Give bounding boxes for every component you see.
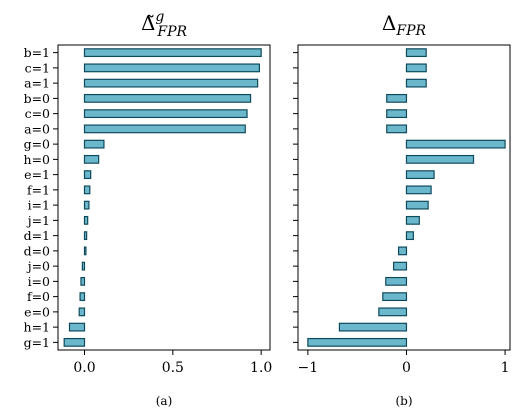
category-label: c=0	[25, 106, 50, 121]
bar-g=0	[405, 139, 506, 149]
bar-g=1	[307, 337, 408, 347]
bar-c=1	[83, 63, 260, 73]
category-label: e=1	[24, 167, 50, 182]
x-tick-label: 0	[402, 360, 411, 376]
category-label: i=0	[28, 274, 50, 289]
category-label: c=1	[25, 60, 50, 75]
x-tick-label: 0.5	[162, 360, 184, 376]
x-tick-label: 0.0	[73, 360, 95, 376]
bar-j=1	[83, 215, 89, 225]
category-label: b=1	[24, 45, 50, 60]
bar-f=0	[79, 292, 86, 302]
category-label: e=0	[24, 304, 50, 319]
plot-frame	[297, 44, 511, 351]
category-label: j=0	[26, 259, 50, 274]
bar-g=0	[83, 139, 105, 149]
bar-b=1	[83, 48, 262, 58]
x-tick-label: −1	[298, 360, 319, 376]
category-label: j=1	[26, 213, 50, 228]
bar-h=0	[83, 154, 100, 164]
bar-a=0	[83, 124, 246, 134]
bar-i=0	[80, 276, 86, 286]
plot-frame	[57, 44, 271, 351]
bar-d=0	[397, 246, 408, 256]
x-tick-label: 1	[501, 360, 510, 376]
category-label: h=1	[24, 320, 50, 335]
category-label: f=0	[27, 289, 50, 304]
bar-c=0	[386, 109, 408, 119]
bar-g=1	[63, 337, 86, 347]
bar-d=1	[83, 231, 88, 241]
panel-title: ΔFPR	[382, 11, 427, 39]
bar-h=0	[405, 154, 475, 164]
bar-f=1	[405, 185, 432, 195]
category-label: g=0	[24, 137, 50, 152]
bar-i=1	[83, 200, 90, 210]
bar-c=1	[405, 63, 427, 73]
bar-d=1	[405, 231, 414, 241]
bar-a=1	[405, 78, 427, 88]
bar-h=1	[338, 322, 408, 332]
category-label: g=1	[24, 335, 50, 350]
category-label: a=0	[24, 121, 50, 136]
bar-e=0	[78, 307, 86, 317]
bar-d=0	[83, 246, 87, 256]
category-label: b=0	[24, 91, 50, 106]
bar-i=1	[405, 200, 429, 210]
panel-a: Δ̃g FPRb=1c=1a=1b=0c=0a=0g=0h=0e=1f=1i=1j…	[24, 9, 273, 408]
category-label: f=1	[27, 182, 50, 197]
bar-b=1	[405, 48, 427, 58]
bar-j=1	[405, 215, 420, 225]
bar-b=0	[83, 93, 252, 103]
category-label: h=0	[24, 152, 51, 167]
bar-j=0	[81, 261, 86, 271]
category-label: d=0	[24, 243, 50, 258]
panel-caption: (b)	[395, 394, 412, 408]
bar-i=0	[385, 276, 408, 286]
bar-f=1	[83, 185, 91, 195]
bar-c=0	[83, 109, 248, 119]
panel-caption: (a)	[156, 394, 173, 408]
panel-title: Δ̃g FPR	[141, 9, 188, 40]
category-label: d=1	[24, 228, 50, 243]
panel-b: ΔFPR −1 0 1 (b)	[293, 11, 511, 408]
bar-f=0	[382, 292, 408, 302]
bar-a=1	[83, 78, 259, 88]
bar-e=0	[378, 307, 408, 317]
bar-j=0	[393, 261, 408, 271]
bar-e=1	[83, 170, 92, 180]
category-label: a=1	[24, 76, 50, 91]
bar-h=1	[68, 322, 86, 332]
category-label: i=1	[28, 198, 50, 213]
bar-e=1	[405, 170, 435, 180]
bar-b=0	[386, 93, 408, 103]
x-tick-label: 1.0	[250, 360, 272, 376]
bar-a=0	[386, 124, 408, 134]
